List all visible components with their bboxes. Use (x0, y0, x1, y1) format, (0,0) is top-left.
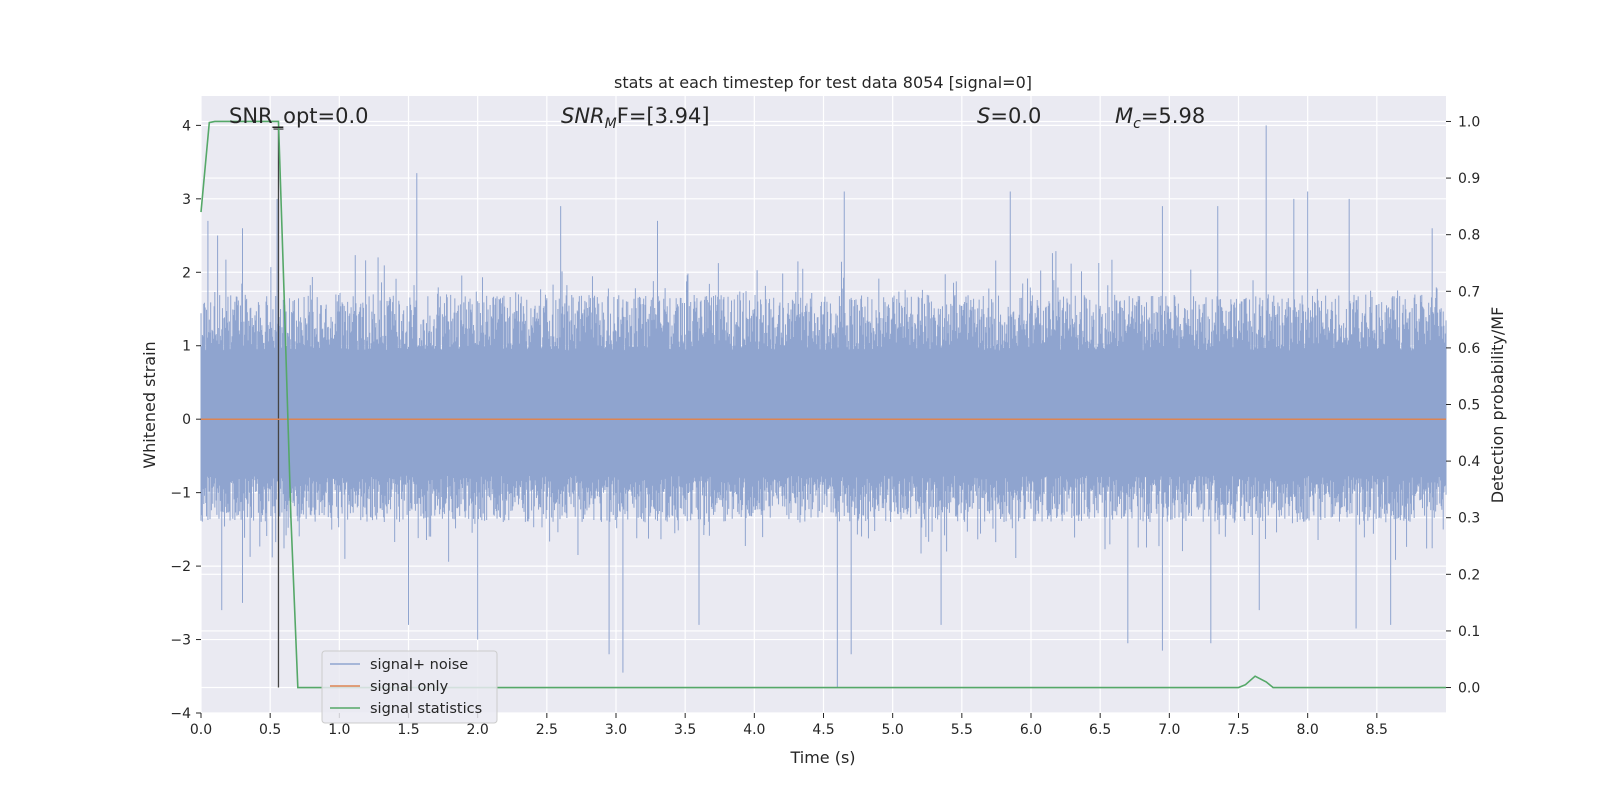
y2-tick-label: 0.1 (1458, 624, 1480, 640)
legend-label-signal-noise: signal+ noise (370, 657, 468, 673)
y-tick-label: −3 (170, 633, 191, 649)
y2-tick-label: 0.5 (1458, 398, 1480, 414)
y2-tick-label: 0.7 (1458, 284, 1480, 300)
annotations: SNR_opt=0.0 SNRMF=[3.94] S=0.0 Mc=5.98 (229, 104, 1205, 132)
mc-rest: =5.98 (1141, 104, 1205, 128)
axis-ticks: 0.0 0.5 1.0 1.5 2.0 2.5 3.0 3.5 4.0 4.5 5.0 5.5 6.0 6… (170, 114, 1480, 738)
mc-label: Mc=5.98 (1115, 104, 1205, 132)
signal-noise-series (200, 125, 1447, 688)
y2-tick-label: 0.2 (1458, 567, 1480, 583)
x-tick-label: 5.5 (951, 722, 973, 738)
x-tick-label: 0.5 (259, 722, 281, 738)
y-tick-label: −2 (170, 559, 191, 575)
s-symbol: S (977, 104, 990, 128)
x-tick-label: 5.0 (882, 722, 904, 738)
snr-mf-rest: F=[3.94] (617, 104, 710, 128)
x-tick-label: 7.5 (1227, 722, 1249, 738)
x-tick-label: 2.5 (536, 722, 558, 738)
y-tick-label: −4 (170, 706, 191, 722)
x-tick-label: 4.5 (812, 722, 834, 738)
y2-tick-label: 0.9 (1458, 171, 1480, 187)
x-tick-label: 8.0 (1297, 722, 1319, 738)
y-axis-label: Whitened strain (140, 341, 159, 468)
y2-axis-label: Detection probability/MF (1488, 307, 1507, 504)
legend: signal+ noise signal only signal statist… (321, 650, 498, 724)
y2-tick-label: 0.3 (1458, 511, 1480, 527)
s-rest: =0.0 (990, 104, 1041, 128)
y-tick-label: 0 (182, 412, 191, 428)
y-tick-label: 2 (182, 265, 191, 281)
snr-mf-sub: M (605, 116, 617, 132)
snr-mf-main: SNR (561, 104, 605, 128)
chart-title: stats at each timestep for test data 805… (614, 73, 1032, 92)
y2-tick-label: 0.8 (1458, 228, 1480, 244)
x-tick-label: 8.5 (1366, 722, 1388, 738)
y2-tick-label: 1.0 (1458, 114, 1480, 130)
snr-mf-label: SNRMF=[3.94] (561, 104, 710, 132)
x-axis-label: Time (s) (789, 748, 855, 767)
y2-tick-label: 0.4 (1458, 454, 1480, 470)
y-tick-label: 1 (182, 339, 191, 355)
x-tick-label: 7.0 (1158, 722, 1180, 738)
legend-label-signal-statistics: signal statistics (370, 701, 482, 717)
x-tick-label: 3.5 (674, 722, 696, 738)
mc-main: M (1115, 104, 1133, 128)
y2-tick-label: 0.0 (1458, 681, 1480, 697)
x-tick-label: 6.0 (1020, 722, 1042, 738)
x-tick-label: 3.0 (605, 722, 627, 738)
snr-opt-label: SNR_opt=0.0 (229, 104, 369, 129)
y2-tick-label: 0.6 (1458, 341, 1480, 357)
signal-statistics-line (200, 120, 1446, 689)
s-label: S=0.0 (977, 104, 1041, 128)
line-series (200, 120, 1446, 689)
x-tick-label: 1.5 (397, 722, 419, 738)
signal-noise-line (200, 125, 1447, 688)
y-tick-label: −1 (170, 486, 191, 502)
x-tick-label: 0.0 (190, 722, 212, 738)
legend-label-signal-only: signal only (370, 679, 449, 695)
x-tick-label: 2.0 (467, 722, 489, 738)
mc-sub: c (1133, 116, 1141, 132)
x-tick-label: 1.0 (328, 722, 350, 738)
x-tick-label: 4.0 (743, 722, 765, 738)
legend-box (321, 650, 498, 724)
y-tick-label: 4 (182, 118, 191, 134)
y-tick-label: 3 (182, 192, 191, 208)
x-tick-label: 6.5 (1089, 722, 1111, 738)
